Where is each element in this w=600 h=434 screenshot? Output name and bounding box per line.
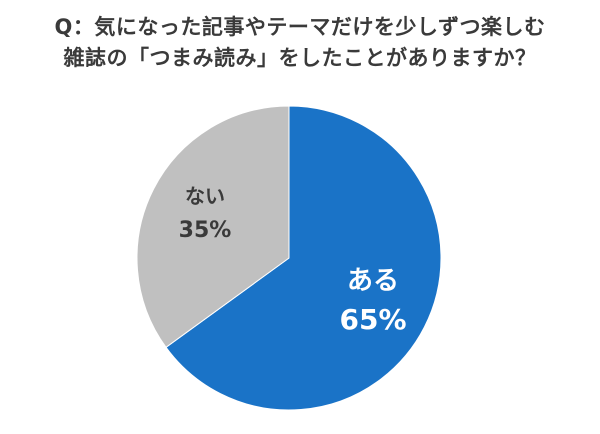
pie-slice-value-0: 65% — [339, 303, 406, 336]
chart-title-line-1: Q：気になった記事やテーマだけを少しずつ楽しむ — [54, 15, 546, 39]
pie-slice-value-1: 35% — [179, 218, 232, 243]
pie-slice-0 — [165, 105, 442, 411]
chart-title: Q：気になった記事やテーマだけを少しずつ楽しむ 雑誌の「つまみ読み」をしたことが… — [0, 12, 600, 74]
pie-slice-label-1: ない — [185, 184, 225, 208]
pie-slice-1 — [136, 105, 290, 349]
chart-title-line-2: 雑誌の「つまみ読み」をしたことがありますか？ — [63, 46, 537, 70]
pie-labels: ある 65% ない 35% — [179, 184, 407, 336]
pie-slices — [136, 105, 442, 411]
pie-slice-label-0: ある — [347, 266, 399, 296]
